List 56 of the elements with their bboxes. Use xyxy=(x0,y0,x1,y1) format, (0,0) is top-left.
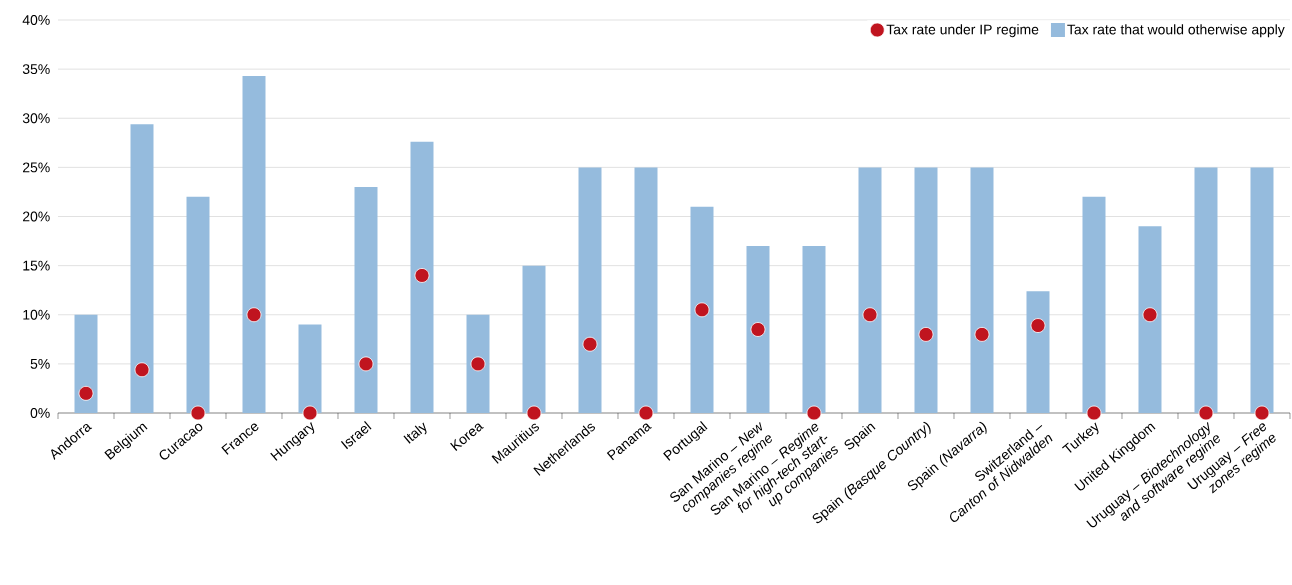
x-tick-label: Italy xyxy=(403,422,427,444)
y-tick-label: 10% xyxy=(23,309,50,320)
y-tick-label: 40% xyxy=(22,15,50,25)
bar xyxy=(74,314,98,413)
bar xyxy=(1138,226,1162,413)
bar xyxy=(522,265,546,413)
point xyxy=(694,302,710,318)
bar xyxy=(130,124,154,413)
bar xyxy=(1250,167,1274,413)
bar xyxy=(914,167,938,413)
bar xyxy=(746,245,770,413)
bar xyxy=(466,314,490,413)
point xyxy=(134,362,150,378)
bar xyxy=(410,141,434,413)
bar xyxy=(690,206,714,413)
point xyxy=(414,268,430,283)
point xyxy=(862,307,878,323)
point xyxy=(918,327,934,342)
point xyxy=(750,322,766,337)
point xyxy=(1142,307,1158,323)
point xyxy=(246,307,262,323)
bar xyxy=(578,167,602,413)
point xyxy=(302,405,318,421)
bar xyxy=(634,167,658,413)
y-tick-label: 30% xyxy=(22,113,50,124)
y-tick-label: 15% xyxy=(23,260,50,271)
point xyxy=(582,336,598,352)
point xyxy=(1254,405,1270,421)
bar xyxy=(242,76,266,413)
point xyxy=(358,356,374,372)
point xyxy=(190,405,206,421)
point xyxy=(974,327,990,342)
legend-label: Tax rate that would otherwise apply xyxy=(1067,24,1285,38)
bar xyxy=(1026,291,1050,413)
point xyxy=(1086,405,1102,421)
bar xyxy=(802,245,826,413)
y-tick-label: 25% xyxy=(23,162,50,173)
point xyxy=(470,356,486,372)
point xyxy=(1030,318,1046,333)
point xyxy=(1198,405,1214,421)
bar xyxy=(186,196,210,413)
legend-label: Tax rate under IP regime xyxy=(886,24,1039,38)
bar xyxy=(354,187,378,413)
bar xyxy=(858,167,882,413)
point xyxy=(638,405,654,421)
bar xyxy=(1082,196,1106,413)
y-tick-label: 5% xyxy=(30,358,50,369)
y-tick-label: 35% xyxy=(22,64,50,75)
bar xyxy=(970,167,994,413)
y-tick-label: 20% xyxy=(23,211,50,222)
bar xyxy=(1194,167,1218,413)
bar xyxy=(298,324,322,413)
point xyxy=(78,385,94,401)
y-tick-label: 0% xyxy=(30,408,50,418)
point xyxy=(806,405,822,421)
point xyxy=(526,405,542,421)
